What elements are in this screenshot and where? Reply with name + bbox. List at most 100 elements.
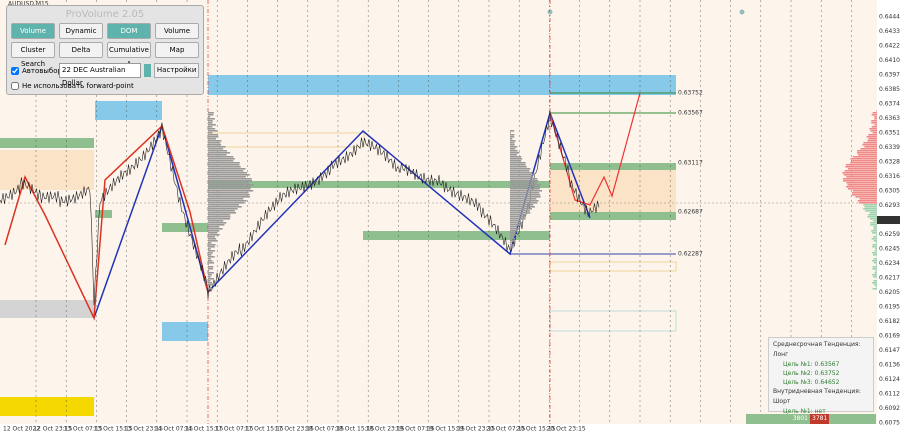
dom-bar (869, 128, 877, 130)
zone-grey (0, 300, 94, 318)
current-price-bg (877, 216, 900, 224)
zone-blue (162, 322, 208, 341)
volume-bar (208, 206, 242, 208)
volume-bar (510, 248, 512, 250)
target: Цель №1: 0.63567 (783, 361, 840, 368)
price-label: 0.63856 (879, 86, 900, 93)
panel-button[interactable]: Map (155, 42, 199, 58)
dom-bar (872, 232, 877, 234)
date-label: 17 Oct 23:15 (275, 426, 314, 433)
dropdown[interactable] (143, 64, 152, 77)
dom-bar (873, 276, 877, 278)
dom-bar (865, 210, 877, 212)
dom-bar (868, 214, 877, 216)
price-label: 0.64105 (879, 57, 900, 64)
volume-bar (510, 180, 539, 182)
price-label: 0.62746 (879, 217, 900, 224)
panel-button[interactable]: Cluster Search (11, 42, 55, 68)
target: Цель №1: нет (783, 408, 826, 415)
target: Цель №2: 0.63752 (783, 370, 840, 377)
volume-bar (208, 136, 219, 138)
volume-bar (208, 142, 221, 144)
dom-bar (872, 244, 877, 246)
date-label: 19 Oct 15:15 (426, 426, 465, 433)
dom-bar (875, 234, 877, 236)
panel-title: ProVolume 2.05 (65, 9, 145, 20)
volume-bar (510, 222, 523, 224)
dom-bar (860, 148, 877, 150)
volume-bar (208, 232, 218, 234)
volume-bar (208, 276, 211, 278)
date-label: 12 Oct 2022 (3, 426, 40, 433)
dom-bar (873, 262, 877, 264)
dom-bar (873, 240, 877, 242)
settings-button[interactable]: Настройки (154, 63, 199, 78)
volume-bar (510, 178, 538, 180)
volume-bar (208, 246, 215, 248)
instrument-input[interactable]: 22 DEC Australian Dollar (59, 63, 141, 87)
volume-bar (208, 226, 220, 228)
volume-bar (208, 288, 214, 290)
volume-bar (510, 196, 541, 198)
volume-bar (208, 180, 252, 182)
panel-button[interactable]: Cumulative Δ (107, 42, 151, 68)
dom-bar (872, 132, 877, 134)
volume-bar (208, 270, 210, 272)
dom-bar (866, 136, 877, 138)
dom-bar (872, 266, 877, 268)
price-label: 0.62597 (879, 231, 900, 238)
date-label: 13 Oct 15:15 (94, 426, 133, 433)
dom-bar (874, 118, 877, 120)
dom-bar (850, 162, 877, 164)
target: Цель №3: 0.64652 (783, 379, 840, 386)
volume-bar (510, 140, 516, 142)
info-box: Среднесрочная Тенденция: Лонг Цель №1: 0… (768, 337, 874, 424)
zone-green (0, 138, 94, 148)
volume-bar (510, 240, 516, 242)
volume-bar (208, 216, 231, 218)
date-label: 20 Oct 07:15 (486, 426, 525, 433)
panel-button[interactable]: DOM (107, 23, 151, 39)
volume-bar (208, 266, 214, 268)
volume-bar (510, 224, 521, 226)
dom-bar (843, 178, 877, 180)
volume-bar (510, 172, 533, 174)
dom-bar (851, 194, 877, 196)
symbol: AUDUSD,M15 (8, 1, 49, 8)
volume-bar (208, 222, 227, 224)
date-label: 19 Oct 07:15 (396, 426, 435, 433)
dom-bar (875, 242, 877, 244)
volume-bar (510, 148, 516, 150)
dom-bar (873, 236, 877, 238)
checkbox[interactable] (11, 82, 19, 90)
dom-bar (872, 274, 877, 276)
panel-button[interactable]: Volume Profile (11, 23, 55, 49)
volume-bar (208, 120, 213, 122)
volume-bar (510, 244, 515, 246)
label: Автовыбор (22, 66, 62, 75)
panel-button[interactable]: Volume (155, 23, 199, 39)
panel-button[interactable]: Delta (59, 42, 103, 58)
volume-bar (208, 228, 223, 230)
dom-bar (842, 172, 877, 174)
volume-bar (208, 264, 209, 266)
dom-bar (872, 252, 877, 254)
volume-bar (208, 250, 216, 252)
dom-bar (870, 218, 877, 220)
volume-bar (510, 216, 526, 218)
price-series (0, 111, 600, 306)
volume-bar (208, 248, 211, 250)
volume-bar (510, 160, 522, 162)
volume-bar (510, 166, 527, 168)
zone-green (550, 163, 676, 170)
volume-bar (208, 188, 251, 190)
zone-green (162, 223, 208, 232)
volume-bar (510, 236, 515, 238)
panel-button[interactable]: Dynamic POC (59, 23, 103, 49)
provolume-panel: ProVolume 2.05 Volume ProfileDynamic POC… (6, 5, 204, 95)
volume-bar (208, 210, 235, 212)
checkbox[interactable] (11, 66, 19, 75)
volume-bar (510, 232, 516, 234)
